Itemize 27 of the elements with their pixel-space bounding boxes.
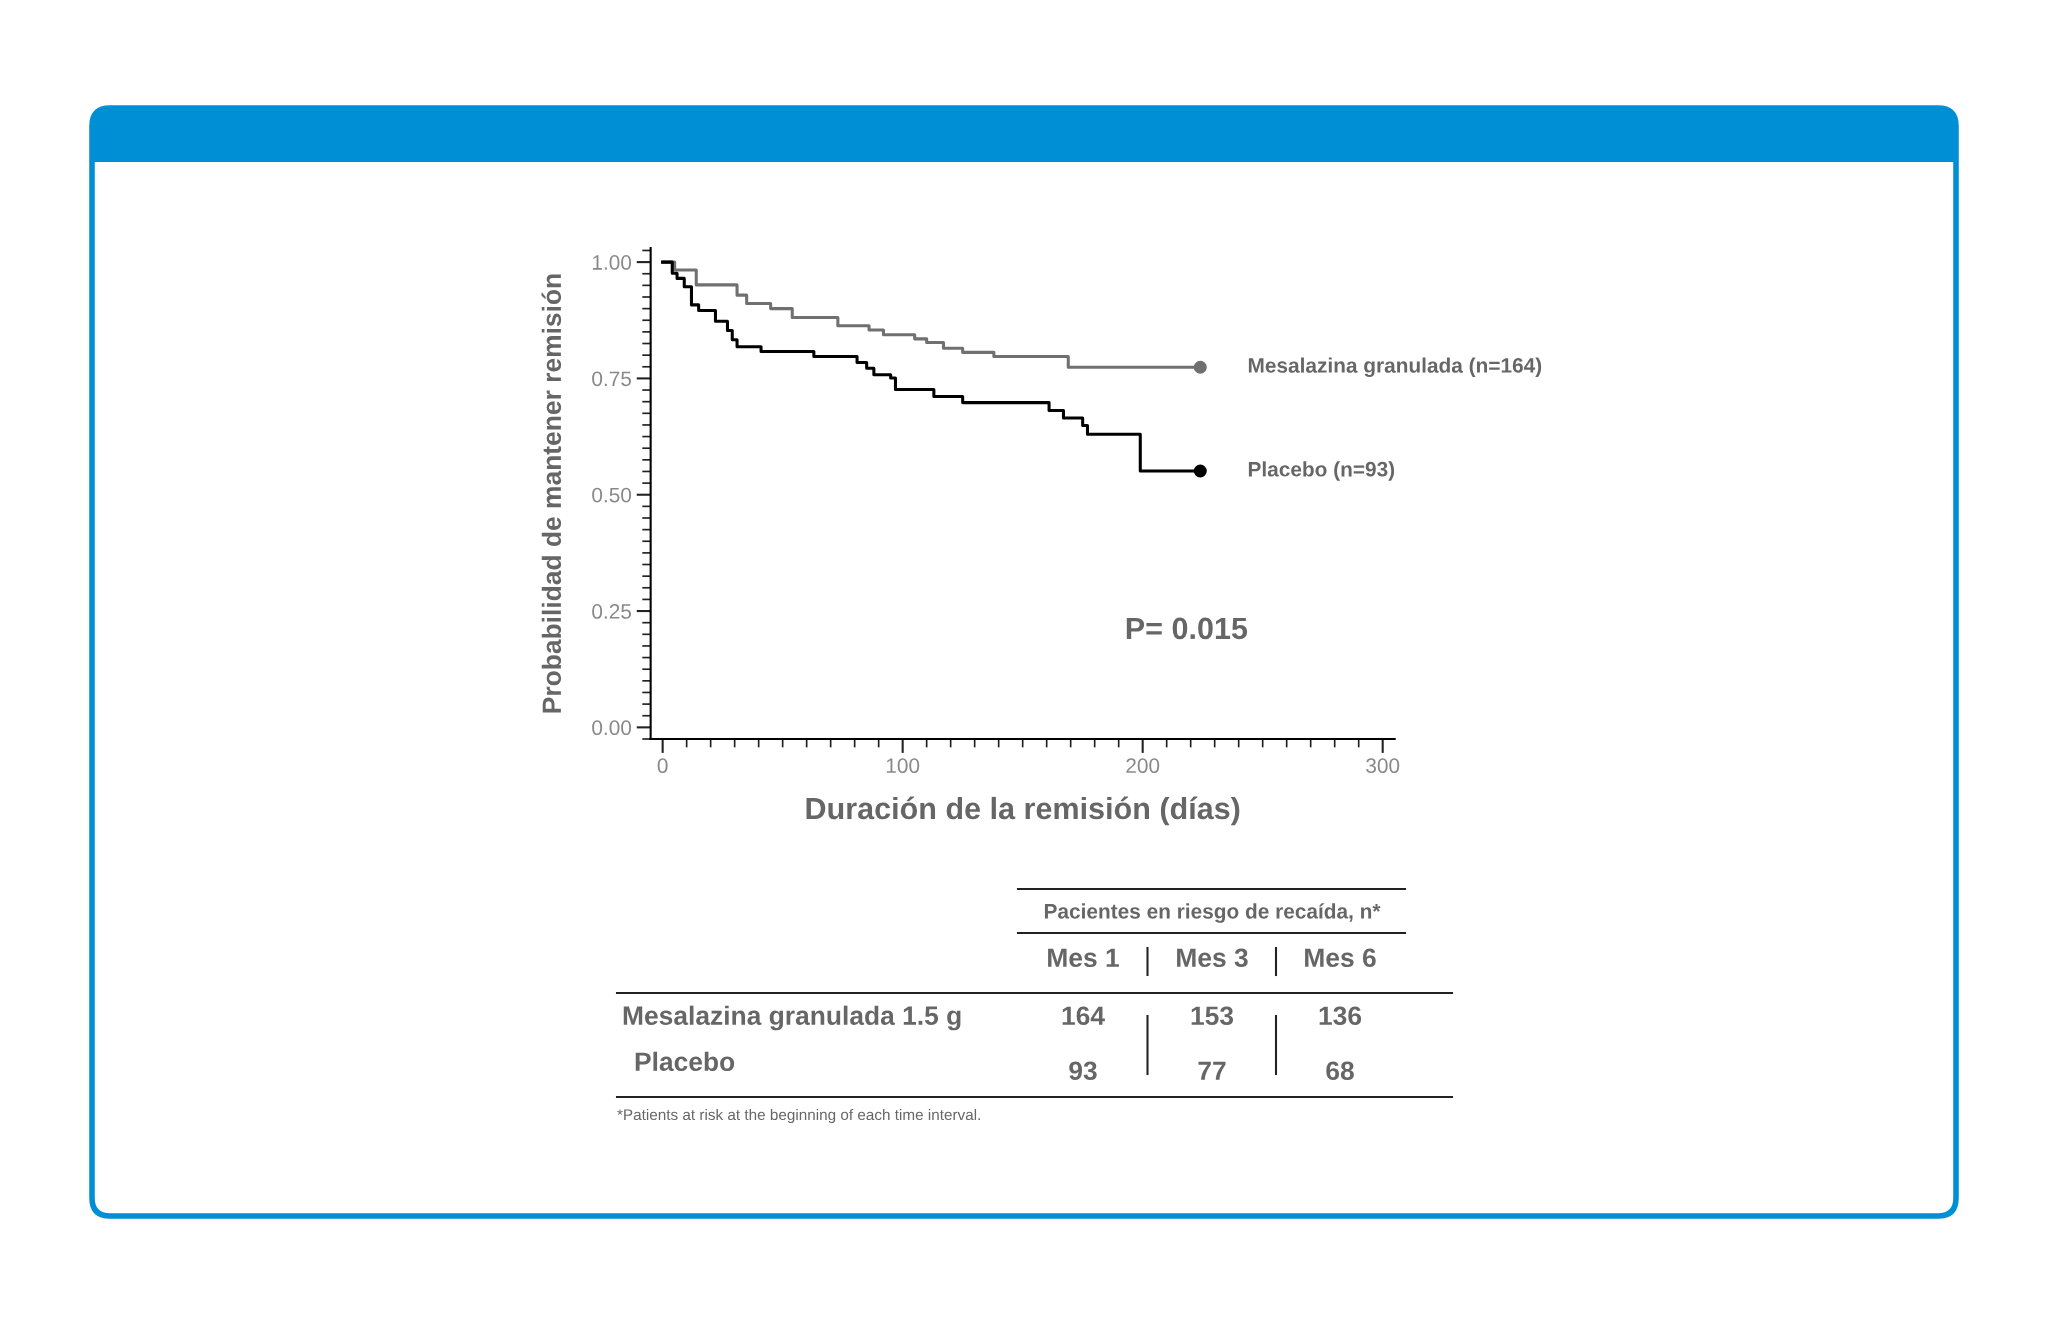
text: Pacientes en riesgo de recaída, n* — [1044, 903, 1381, 923]
x-tick-label: 300 — [1366, 758, 1400, 774]
x-axis-title: Duración de la remisión (días) — [806, 796, 1240, 826]
text: Placebo — [635, 1051, 735, 1072]
x-tick-label: 100 — [886, 758, 920, 774]
y-tick-label: 0.50 — [592, 487, 632, 503]
data-label: 164 — [1062, 1006, 1105, 1026]
y-tick-label: 0.75 — [592, 371, 632, 387]
data-label: 77 — [1198, 1061, 1226, 1080]
data-label: 93 — [1069, 1061, 1097, 1081]
x-tick-label: 200 — [1126, 758, 1160, 774]
category-label: Mes 3 — [1177, 948, 1248, 968]
data-label: 153 — [1191, 1006, 1234, 1026]
data-label: 68 — [1326, 1061, 1354, 1081]
text: Placebo (n=93) — [1248, 461, 1395, 481]
category-label: Mes 6 — [1305, 948, 1376, 968]
x-tick-label: 0 — [657, 758, 668, 774]
y-tick-label: 0.25 — [592, 604, 632, 619]
text: *Patients at risk at the beginning of each time interval. — [617, 1108, 980, 1124]
y-axis-title: Probabilidad de mantener remisión — [541, 274, 562, 713]
category-label: Mes 1 — [1048, 948, 1119, 968]
text: Mesalazina granulada (n=164) — [1248, 357, 1542, 377]
data-label: 136 — [1319, 1006, 1362, 1026]
y-tick-label: 0.00 — [592, 720, 632, 736]
text: Mesalazina granulada 1.5 g — [623, 1005, 961, 1031]
annotation: P= 0.015 — [1126, 617, 1248, 640]
y-tick-label: 1.00 — [592, 255, 632, 270]
